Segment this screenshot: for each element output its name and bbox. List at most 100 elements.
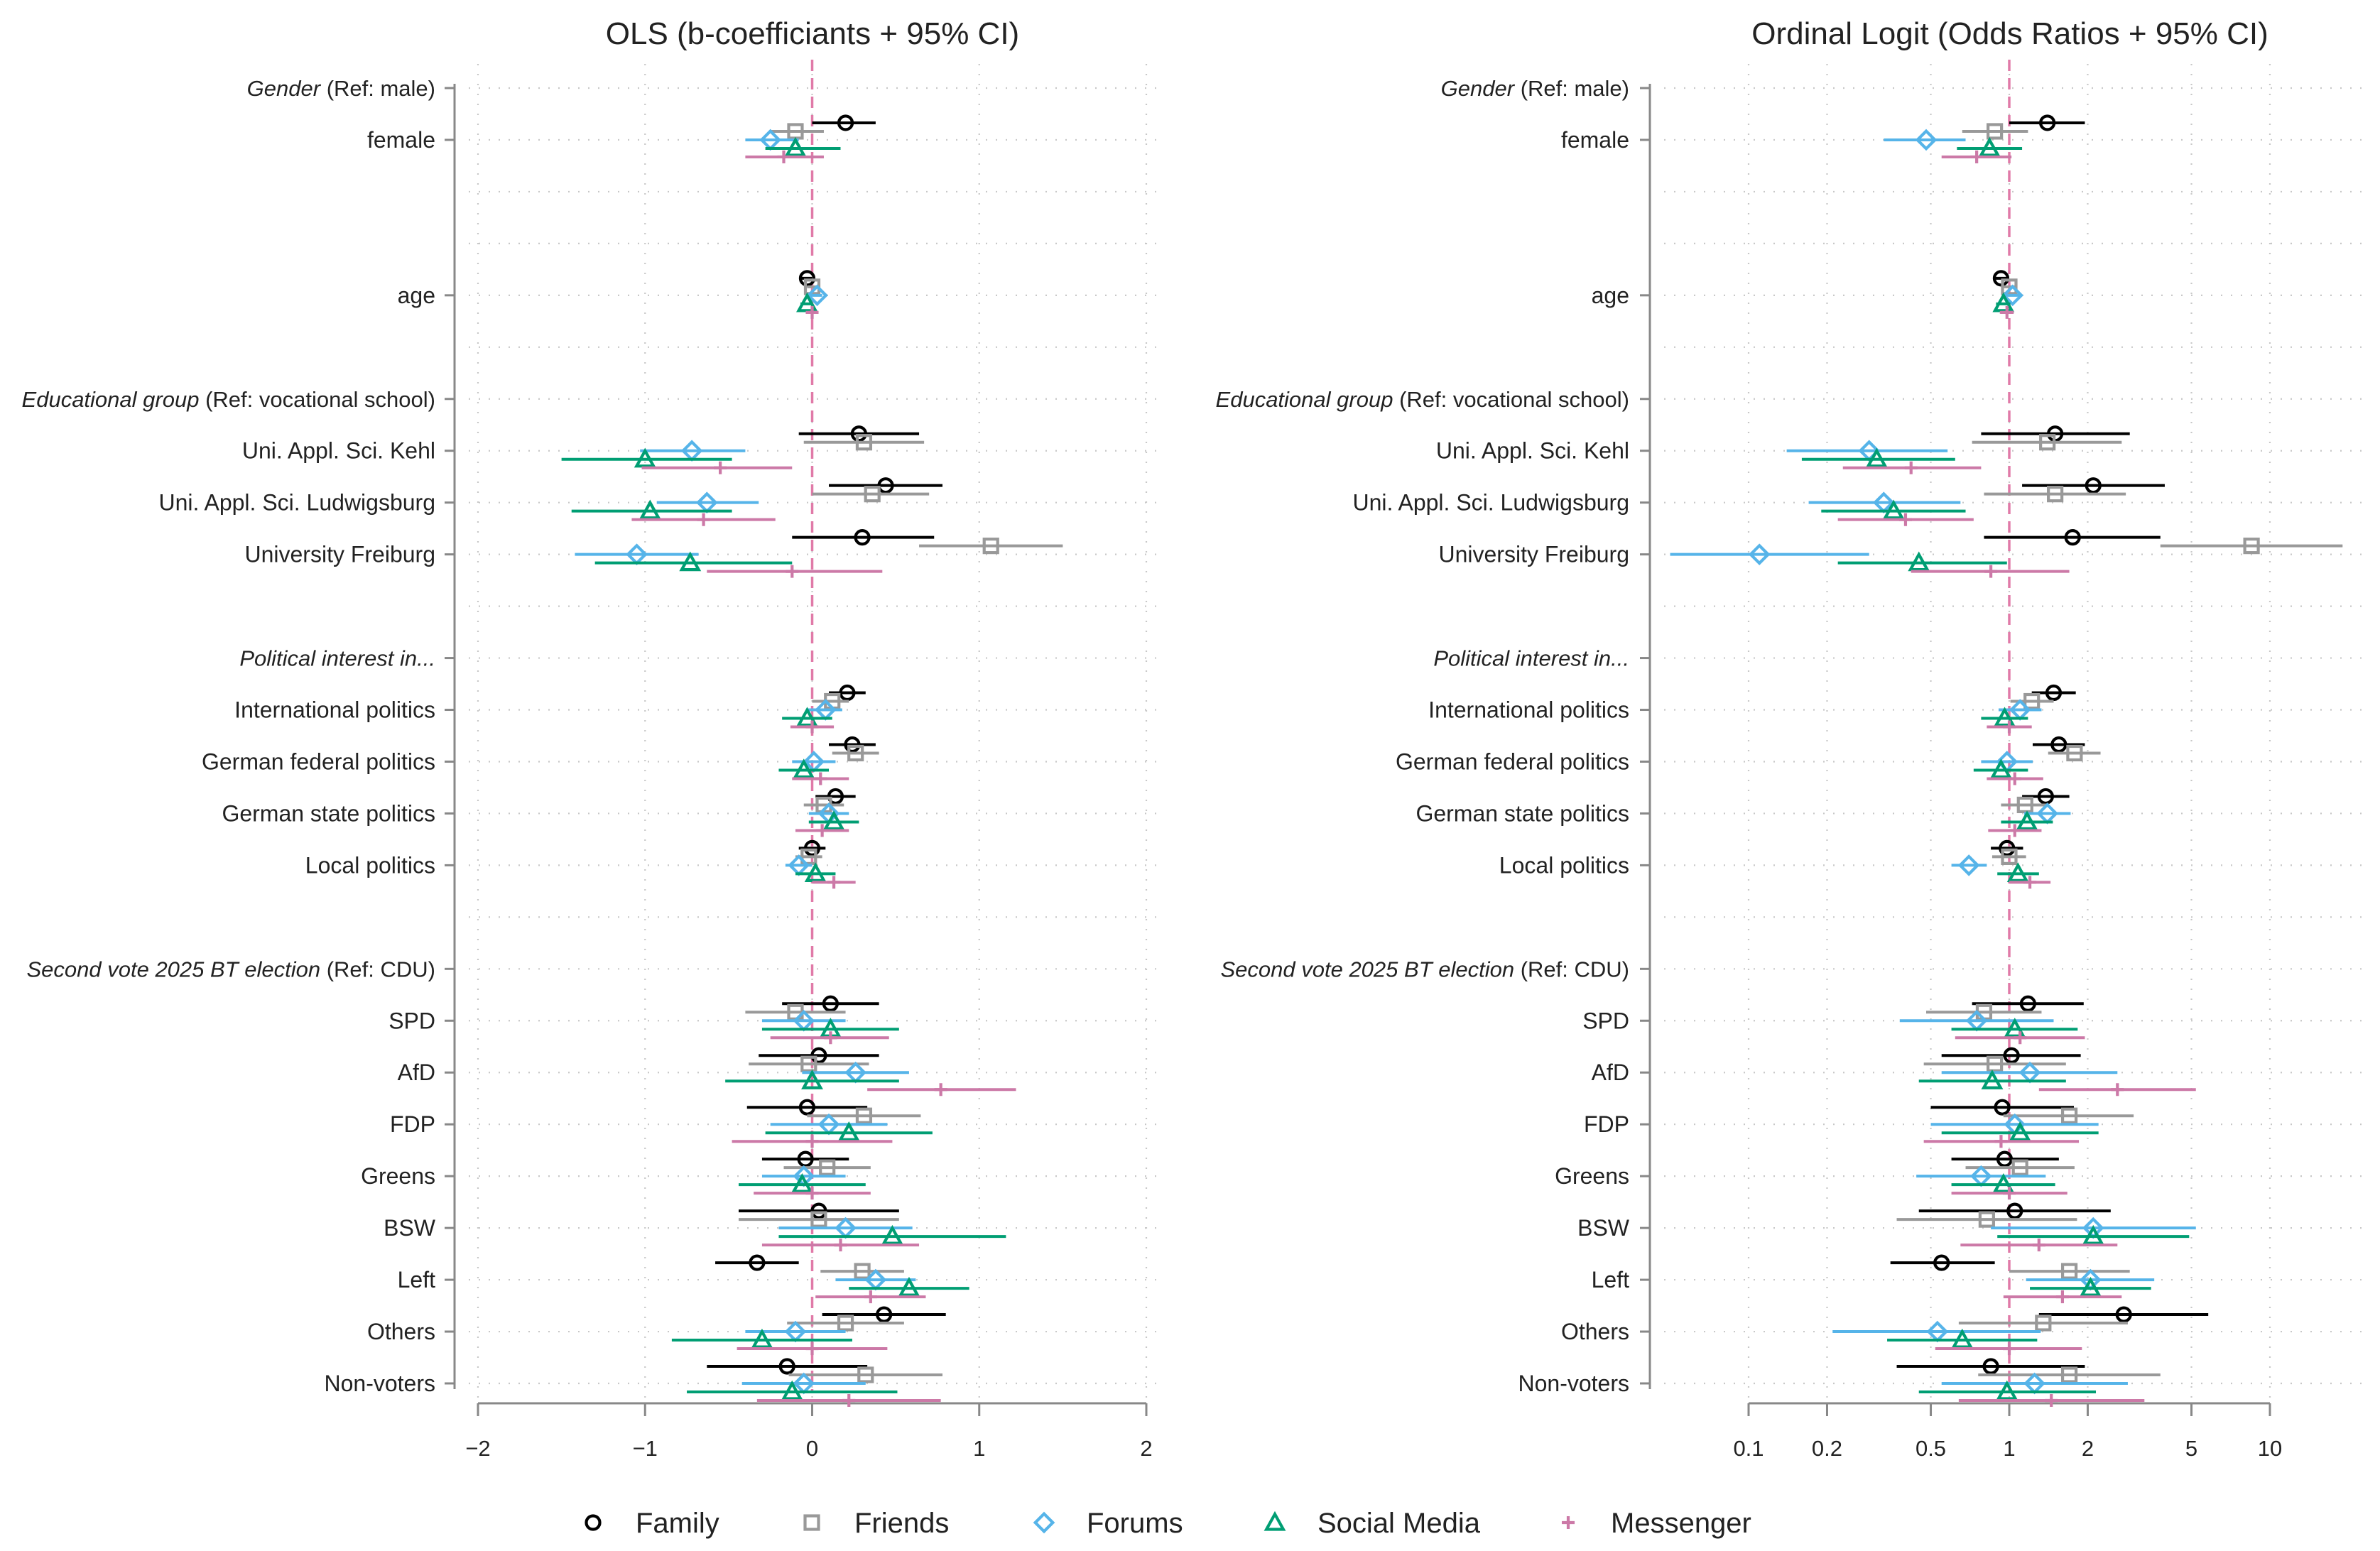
ordinal-logit-point-german-state-politics-social-media [2016,810,2038,831]
ordinal-logit-row-label-female: female [1561,127,1629,153]
ols-row-label-age: age [398,283,435,308]
ols-row-label-greens: Greens [361,1163,435,1189]
ols-point-non-voters-social-media [781,1380,803,1400]
ordinal-logit-group-header: Second vote 2025 BT election (Ref: CDU) [1220,957,1629,981]
ordinal-logit-row-label-local-politics: Local politics [1499,852,1629,878]
ordinal-logit-row-label-left: Left [1592,1267,1629,1292]
ols-group-header-ref: (Ref: vocational school) [199,387,435,412]
ols-row-label-bsw: BSW [384,1215,436,1241]
ols-point-left-family [749,1254,766,1271]
ordinal-logit-point-bsw-social-media [2082,1224,2104,1245]
ordinal-logit-group-header-italic: Educational group [1216,387,1393,412]
ols-row-label-others: Others [367,1319,435,1344]
ols-x-tick-label: 2 [1140,1436,1152,1461]
ols-point-left-friends [854,1263,871,1280]
ordinal-logit-point-female-messenger [1970,150,1984,163]
ols-group-header: Educational group (Ref: vocational schoo… [22,387,435,412]
legend-label-family: Family [636,1508,719,1539]
ols-group-header-italic: Educational group [22,387,200,412]
ols-panel: OLS (b-coefficiants + 95% CI) −2 −1 0 1 2 Gen… [22,16,1165,1461]
ols-point-international-politics-messenger [805,720,819,734]
ols-point-local-politics-messenger [827,876,841,889]
ordinal-logit-row-label-afd: AfD [1592,1060,1629,1085]
ols-point-german-state-politics-social-media [822,810,845,831]
ordinal-logit-group-header: Gender (Ref: male) [1441,76,1629,101]
ols-point-german-federal-politics-messenger [814,772,827,785]
ols-point-greens-family [797,1150,814,1168]
ordinal-logit-group-header: Educational group (Ref: vocational schoo… [1216,387,1629,412]
ols-row-label-afd: AfD [398,1060,435,1085]
ols-point-age-family [798,270,816,287]
ordinal-logit-point-others-friends [2035,1315,2052,1332]
ols-x-tick-label: 0 [806,1436,818,1461]
ordinal-logit-point-local-politics-friends [2001,848,2018,866]
ols-point-german-state-politics-family [827,788,844,805]
legend-label-forums: Forums [1087,1508,1183,1539]
ordinal-logit-point-uni-appl-sci-kehl-social-media [1865,447,1888,468]
ols-point-uni-appl-sci-kehl-friends [855,434,873,451]
ordinal-logit-point-female-family [2039,114,2056,131]
ols-point-university-freiburg-family [854,529,871,546]
ols-point-fdp-friends [855,1107,873,1124]
ordinal-logit-point-uni-appl-sci-kehl-messenger [1904,461,1918,474]
ordinal-logit-group-header-italic: Gender [1441,76,1516,101]
ols-estimates [561,114,1063,1408]
legend-marker-forums [1033,1511,1055,1534]
ordinal-logit-point-german-federal-politics-family [2050,736,2067,753]
ols-row-label-university-freiburg: University Freiburg [244,542,435,567]
ols-point-afd-family [810,1047,827,1064]
ordinal-logit-point-spd-messenger [2014,1031,2027,1045]
ordinal-logit-point-uni-appl-sci-ludwigsburg-social-media [1882,499,1905,520]
ordinal-logit-group-header-italic: Second vote 2025 BT election [1220,957,1514,981]
ols-point-uni-appl-sci-ludwigsburg-messenger [697,513,710,526]
ordinal-logit-point-female-social-media [1978,136,2001,157]
ordinal-logit-row-label-age: age [1592,283,1629,308]
ordinal-logit-row-label-others: Others [1561,1319,1629,1344]
ordinal-logit-point-international-politics-messenger [2002,720,2016,734]
ols-point-german-federal-politics-family [844,736,861,753]
ols-grid [469,64,1165,1410]
ols-point-age-social-media [795,292,818,312]
ols-group-header-italic: Second vote 2025 BT election [26,957,320,981]
ols-group-header: Political interest in... [239,646,435,671]
ols-point-others-family [876,1306,893,1323]
ols-row-label-spd: SPD [388,1008,435,1033]
ordinal-logit-point-afd-messenger [2111,1083,2124,1096]
ordinal-logit-point-bsw-friends [1978,1211,1995,1228]
ols-point-greens-friends [819,1159,836,1176]
ols-point-afd-friends [800,1055,817,1072]
ols-point-uni-appl-sci-ludwigsburg-social-media [639,499,661,520]
ordinal-logit-point-left-family [1933,1254,1950,1271]
legend-marker-messenger [1561,1515,1575,1530]
ordinal-logit-x-tick-label: 1 [2003,1436,2015,1461]
ordinal-logit-point-non-voters-social-media [1996,1380,2018,1400]
legend-item-messenger: Messenger [1561,1508,1751,1539]
ols-point-spd-messenger [824,1031,837,1045]
ols-point-bsw-messenger [834,1239,847,1252]
ordinal-logit-grid [1664,64,2369,1410]
legend-label-friends: Friends [854,1508,949,1539]
ordinal-logit-point-greens-family [1996,1150,2014,1168]
legend-label-messenger: Messenger [1611,1508,1751,1539]
ordinal-logit-point-afd-friends [1987,1055,2004,1072]
ols-point-fdp-messenger [805,1135,819,1148]
ols-point-left-social-media [898,1276,920,1297]
ols-point-uni-appl-sci-ludwigsburg-friends [864,486,881,503]
ordinal-logit-group-header-italic: Political interest in... [1433,646,1629,671]
ordinal-logit-point-local-politics-messenger [2023,876,2037,889]
ols-row-label-german-federal-politics: German federal politics [202,749,435,774]
ols-point-german-federal-politics-friends [847,744,864,762]
ols-point-uni-appl-sci-ludwigsburg-family [877,477,894,494]
ols-point-left-messenger [864,1290,877,1304]
ordinal-logit-point-uni-appl-sci-ludwigsburg-family [2085,477,2102,494]
ordinal-logit-row-label-fdp: FDP [1584,1111,1629,1137]
ols-point-local-politics-family [803,839,821,857]
ordinal-logit-point-spd-social-media [2004,1018,2026,1038]
legend-item-forums: Forums [1033,1508,1183,1539]
ordinal-logit-point-others-messenger [2002,1342,2016,1356]
ordinal-logit-point-university-freiburg-friends [2243,538,2260,555]
ordinal-logit-x-tick-label: 2 [2082,1436,2094,1461]
ols-row-label-fdp: FDP [390,1111,435,1137]
ordinal-logit-point-left-friends [2060,1263,2078,1280]
ols-group-header-italic: Political interest in... [239,646,435,671]
